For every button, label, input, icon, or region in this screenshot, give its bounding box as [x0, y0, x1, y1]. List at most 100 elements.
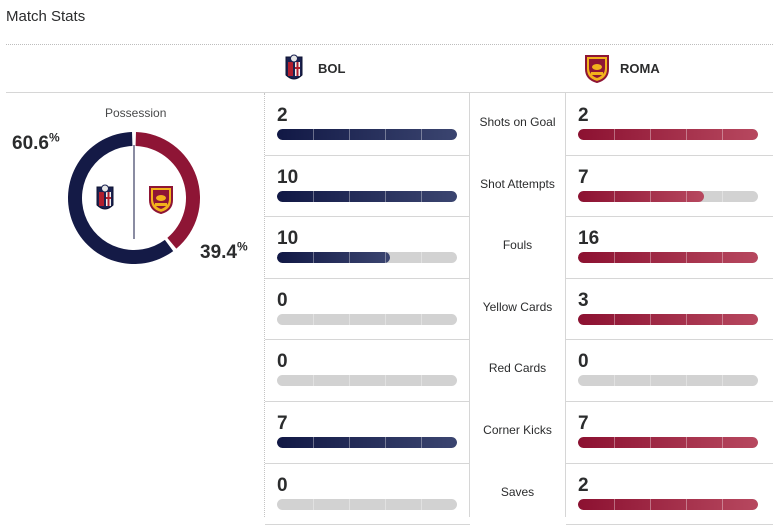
- away-stat-value: 0: [578, 351, 589, 373]
- away-possession-pct: 39.4%: [200, 239, 248, 264]
- away-stat-bar-fill: [578, 129, 758, 140]
- away-stat-value: 2: [578, 105, 589, 126]
- away-stat-bar: [578, 375, 758, 387]
- bar-segment-tick: [385, 498, 386, 510]
- bar-segment-tick: [614, 313, 615, 325]
- away-stat-bar: [578, 129, 758, 140]
- home-team-abbr: BOL: [318, 61, 346, 76]
- row-divider: [566, 277, 773, 279]
- bar-segment-tick: [349, 129, 350, 140]
- bar-segment-tick: [650, 437, 651, 448]
- home-possession-value: 60.6: [12, 133, 49, 154]
- bar-segment-tick: [722, 129, 723, 140]
- home-stat-bar-fill: [277, 129, 457, 140]
- row-divider: [566, 339, 773, 341]
- home-stat-bar: [277, 437, 457, 448]
- bar-segment-tick: [722, 375, 723, 387]
- bologna-crest-icon: [284, 53, 304, 88]
- row-divider: [566, 216, 773, 218]
- header-divider: [6, 92, 773, 93]
- home-stat-value: 0: [277, 289, 288, 311]
- stat-label: Shot Attempts: [480, 176, 555, 191]
- bar-segment-tick: [385, 313, 386, 325]
- home-stat-bar-fill: [277, 190, 457, 202]
- bar-segment-tick: [385, 252, 386, 264]
- bar-segment-tick: [313, 129, 314, 140]
- bar-segment-tick: [650, 498, 651, 510]
- row-divider: [265, 154, 470, 156]
- bar-segment-tick: [421, 498, 422, 510]
- away-stat-bar-fill: [578, 313, 758, 325]
- roma-crest-small-icon: [148, 184, 174, 219]
- home-stat-bar-fill: [277, 252, 390, 264]
- home-stat-value: 2: [277, 105, 288, 126]
- home-stat-bar-fill: [277, 437, 457, 448]
- home-stat-value: 0: [277, 351, 288, 373]
- bar-segment-tick: [313, 498, 314, 510]
- away-stat-value: 16: [578, 228, 600, 250]
- bar-segment-tick: [686, 190, 687, 202]
- home-possession-pct: 60.6%: [12, 130, 60, 155]
- away-stat-bar-fill: [578, 498, 758, 510]
- home-pct-sign: %: [48, 130, 60, 145]
- home-stat-bar: [277, 498, 457, 510]
- bar-segment-tick: [686, 313, 687, 325]
- away-stat-bar-fill: [578, 252, 758, 264]
- stat-label: Red Cards: [488, 361, 547, 376]
- bar-segment-tick: [349, 252, 350, 264]
- home-stat-value: 7: [277, 413, 288, 434]
- bar-segment-tick: [722, 313, 723, 325]
- bar-segment-tick: [650, 375, 651, 387]
- bar-segment-tick: [686, 437, 687, 448]
- stat-label: Yellow Cards: [482, 299, 553, 314]
- away-pct-sign: %: [236, 239, 248, 254]
- away-stat-value: 7: [578, 413, 589, 434]
- bar-segment-tick: [313, 375, 314, 387]
- row-divider: [265, 339, 470, 341]
- row-divider: [265, 462, 470, 464]
- bar-segment-tick: [614, 437, 615, 448]
- page-title: Match Stats: [6, 8, 86, 25]
- row-divider: [265, 277, 470, 279]
- bar-segment-tick: [349, 437, 350, 448]
- home-stat-value: 10: [277, 166, 299, 188]
- stat-label: Fouls: [502, 238, 533, 253]
- bar-segment-tick: [313, 437, 314, 448]
- home-stat-value: 0: [277, 474, 288, 496]
- stat-label: Saves: [500, 484, 535, 499]
- bar-segment-tick: [650, 313, 651, 325]
- home-stat-bar: [277, 252, 457, 264]
- bologna-crest-small-icon: [95, 183, 115, 218]
- away-stat-bar: [578, 437, 758, 448]
- bar-segment-tick: [614, 129, 615, 140]
- bar-segment-tick: [614, 252, 615, 264]
- roma-crest-icon: [584, 53, 610, 88]
- bar-segment-tick: [349, 190, 350, 202]
- bar-segment-tick: [614, 190, 615, 202]
- away-stat-value: 3: [578, 289, 589, 311]
- row-divider: [566, 401, 773, 402]
- bar-segment-tick: [686, 252, 687, 264]
- possession-label: Possession: [105, 106, 167, 120]
- title-divider: [6, 44, 773, 45]
- bar-segment-tick: [421, 375, 422, 387]
- away-stat-bar: [578, 252, 758, 264]
- bar-segment-tick: [313, 252, 314, 264]
- possession-column-divider: [264, 93, 265, 517]
- home-possession-arc: [68, 132, 174, 264]
- bar-segment-tick: [650, 190, 651, 202]
- bar-segment-tick: [686, 375, 687, 387]
- row-divider: [265, 216, 470, 218]
- row-divider: [566, 462, 773, 464]
- away-possession-arc: [135, 132, 201, 249]
- bar-segment-tick: [421, 437, 422, 448]
- label-column-left-divider: [469, 93, 470, 517]
- bar-segment-tick: [686, 498, 687, 510]
- bar-segment-tick: [349, 375, 350, 387]
- bar-segment-tick: [349, 498, 350, 510]
- home-stat-bar: [277, 313, 457, 325]
- home-stat-bar: [277, 375, 457, 387]
- bar-segment-tick: [313, 313, 314, 325]
- home-stat-bar: [277, 190, 457, 202]
- bar-segment-tick: [650, 252, 651, 264]
